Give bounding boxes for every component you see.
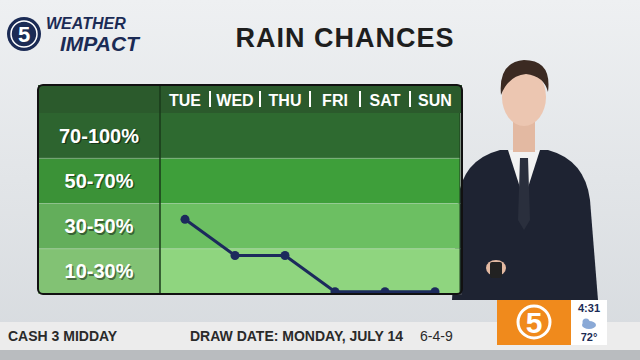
band-label-shade — [38, 158, 160, 203]
series-marker — [231, 251, 240, 260]
day-separator — [359, 91, 361, 107]
day-separator — [259, 91, 261, 107]
band — [160, 249, 460, 294]
label-divider — [159, 85, 161, 294]
x-tick-label: FRI — [322, 92, 348, 109]
logo-line1: WEATHER — [46, 15, 126, 32]
logo-circle — [7, 17, 41, 51]
band — [160, 158, 460, 203]
band-edge — [38, 248, 462, 249]
series-group — [181, 215, 440, 294]
series-line — [185, 219, 435, 291]
ticker-base — [0, 350, 640, 360]
x-tick-label: WED — [216, 92, 253, 109]
bug-info-box — [571, 300, 607, 345]
band-label: 70-100% — [59, 125, 139, 147]
day-separator — [209, 91, 211, 107]
bug-time: 4:31 — [578, 302, 600, 314]
band-label: 10-30% — [65, 260, 134, 282]
series-marker — [431, 287, 440, 294]
series-marker — [181, 215, 190, 224]
bug-temperature: 72° — [581, 331, 598, 343]
logo-ring — [11, 21, 37, 47]
band-label-cell — [38, 204, 160, 249]
bug-logo-ring — [518, 306, 550, 338]
series-marker — [281, 251, 290, 260]
x-tick-label: SAT — [370, 92, 401, 109]
band-label-cell — [38, 249, 160, 294]
band-edge — [38, 203, 462, 204]
band-label-shade — [38, 113, 160, 158]
presenter-suit — [452, 150, 598, 300]
stage: 5 WEATHERIMPACT RAIN CHANCES TUE WED THU FRI SA… — [0, 0, 640, 360]
presenter-tie — [518, 158, 530, 230]
header-row — [38, 85, 462, 113]
series-marker — [381, 287, 390, 294]
ticker-numbers: 6-4-9 — [420, 328, 453, 344]
day-separator — [309, 91, 311, 107]
ticker-game: CASH 3 MIDDAY — [8, 328, 118, 344]
series-marker — [331, 287, 340, 294]
presenter — [452, 60, 598, 300]
band — [160, 113, 460, 158]
y-range-line — [460, 113, 461, 294]
logo-line2: IMPACT — [60, 32, 141, 55]
presenter-clicker — [490, 262, 502, 278]
band-label-shade — [38, 204, 160, 249]
bug-logo-box — [497, 300, 571, 345]
x-tick-label: SUN — [418, 92, 452, 109]
background — [0, 0, 640, 360]
band — [160, 204, 460, 249]
x-tick-label: THU — [269, 92, 302, 109]
band-label: 50-70% — [65, 170, 134, 192]
chart-title: RAIN CHANCES — [235, 23, 454, 53]
x-tick-label: TUE — [169, 92, 201, 109]
bug-cloud-icon — [583, 319, 590, 326]
logo-number: 5 — [18, 22, 30, 47]
chart-frame — [38, 85, 462, 294]
band-label-cell — [38, 158, 160, 203]
bug-channel: 5 — [526, 306, 543, 339]
band-label: 30-50% — [65, 215, 134, 237]
band-edge — [38, 158, 462, 159]
band-label-shade — [38, 249, 160, 294]
ticker-date: DRAW DATE: MONDAY, JULY 14 — [190, 328, 403, 344]
band-label-cell — [38, 113, 160, 158]
day-separator — [409, 91, 411, 107]
presenter-hair — [501, 60, 549, 95]
